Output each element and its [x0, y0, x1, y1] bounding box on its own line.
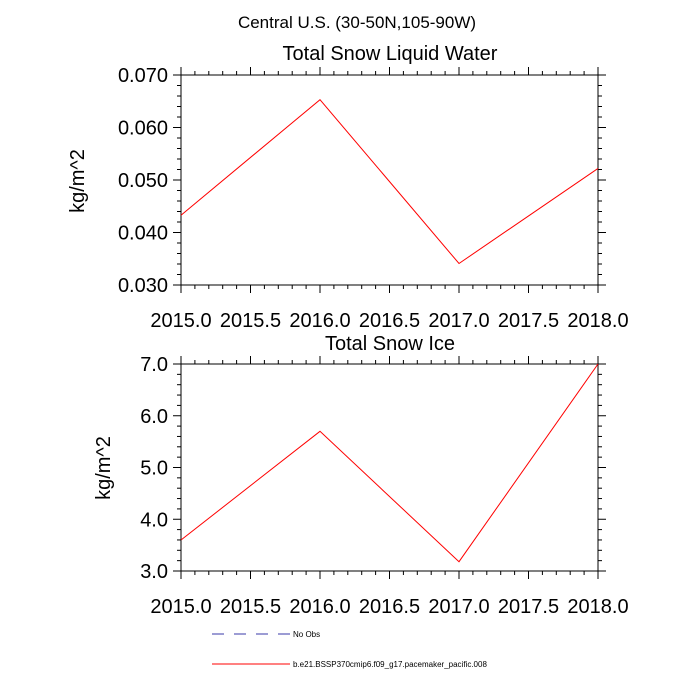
x-tick-label: 2015.0: [150, 310, 211, 332]
panel-title: Total Snow Ice: [325, 333, 455, 355]
x-tick-label: 2016.5: [359, 310, 420, 332]
x-tick-label: 2017.0: [428, 310, 489, 332]
x-tick-label: 2015.5: [220, 596, 281, 618]
x-tick-label: 2018.0: [567, 596, 628, 618]
x-tick-label: 2017.5: [498, 596, 559, 618]
y-tick-label: 0.070: [118, 65, 168, 87]
x-tick-label: 2015.5: [220, 310, 281, 332]
panel-snow-liquid-water: Total Snow Liquid Water kg/m^2 2015.0 201…: [67, 43, 629, 332]
y-tick-label: 0.030: [118, 275, 168, 297]
figure-title: Central U.S. (30-50N,105-90W): [238, 13, 476, 32]
legend-label-model: b.e21.BSSP370cmip6.f09_g17.pacemaker_pac…: [293, 660, 487, 669]
legend-label-no-obs: No Obs: [293, 630, 320, 639]
y-tick-label: 7.0: [140, 354, 168, 376]
x-tick-label: 2016.0: [289, 596, 350, 618]
y-tick-label: 3.0: [140, 561, 168, 583]
y-tick-label: 0.040: [118, 223, 168, 245]
plot-frame: [180, 74, 599, 286]
plot-frame: [180, 363, 599, 572]
x-tick-label: 2018.0: [567, 310, 628, 332]
series-line: [180, 98, 599, 265]
y-axis-label: kg/m^2: [93, 436, 115, 500]
y-tick-label: 4.0: [140, 509, 168, 531]
y-axis-label: kg/m^2: [67, 149, 89, 213]
x-tick-label: 2017.5: [498, 310, 559, 332]
panel-snow-ice: Total Snow Ice kg/m^2 2015.0 2015.5 2016.0…: [93, 333, 629, 618]
y-tick-label: 5.0: [140, 458, 168, 480]
series-line: [180, 363, 599, 563]
y-tick-label: 6.0: [140, 406, 168, 428]
legend: No Obs b.e21.BSSP370cmip6.f09_g17.pacema…: [212, 630, 487, 669]
x-tick-label: 2016.0: [289, 310, 350, 332]
x-tick-label: 2017.0: [428, 596, 489, 618]
panel-title: Total Snow Liquid Water: [283, 43, 498, 65]
y-tick-label: 0.050: [118, 170, 168, 192]
x-tick-label: 2016.5: [359, 596, 420, 618]
y-tick-label: 0.060: [118, 118, 168, 140]
x-tick-label: 2015.0: [150, 596, 211, 618]
